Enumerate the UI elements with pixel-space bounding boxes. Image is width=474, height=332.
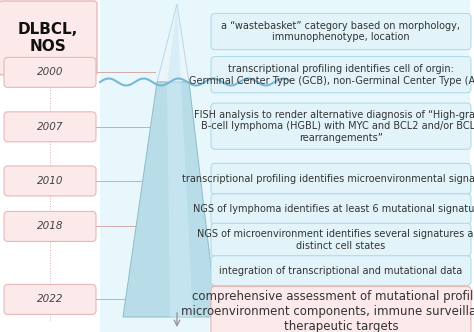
- FancyBboxPatch shape: [4, 211, 96, 241]
- Text: comprehensive assessment of mutational profiles,
microenvironment components, im: comprehensive assessment of mutational p…: [181, 290, 474, 332]
- Text: integration of transcriptional and mutational data: integration of transcriptional and mutat…: [219, 266, 463, 276]
- Text: 2018: 2018: [37, 221, 63, 231]
- FancyBboxPatch shape: [4, 166, 96, 196]
- Polygon shape: [157, 4, 189, 82]
- Text: NGS of microenvironment identifies several signatures and
distinct cell states: NGS of microenvironment identifies sever…: [197, 229, 474, 251]
- FancyBboxPatch shape: [4, 285, 96, 314]
- Text: FISH analysis to render alternative diagnosis of “High-grade
B-cell lymphoma (HG: FISH analysis to render alternative diag…: [194, 110, 474, 143]
- Text: 2010: 2010: [37, 176, 63, 186]
- Text: DLBCL,
NOS: DLBCL, NOS: [18, 22, 78, 54]
- FancyBboxPatch shape: [4, 112, 96, 142]
- FancyBboxPatch shape: [211, 194, 471, 224]
- FancyBboxPatch shape: [100, 0, 470, 332]
- Text: 2007: 2007: [37, 122, 63, 132]
- Text: transcriptional profiling identifies microenvironmental signatures: transcriptional profiling identifies mic…: [182, 174, 474, 184]
- FancyBboxPatch shape: [211, 256, 471, 286]
- FancyBboxPatch shape: [0, 1, 97, 75]
- FancyBboxPatch shape: [211, 56, 471, 93]
- FancyBboxPatch shape: [211, 163, 471, 194]
- Text: transcriptional profiling identifies cell of orgin:
Germinal Center Type (GCB), : transcriptional profiling identifies cel…: [190, 64, 474, 86]
- Text: 2000: 2000: [37, 67, 63, 77]
- FancyBboxPatch shape: [211, 223, 471, 256]
- FancyBboxPatch shape: [211, 103, 471, 149]
- Text: 2022: 2022: [37, 294, 63, 304]
- FancyBboxPatch shape: [211, 13, 471, 50]
- Polygon shape: [167, 4, 193, 317]
- FancyBboxPatch shape: [211, 287, 471, 332]
- Polygon shape: [123, 82, 217, 317]
- FancyBboxPatch shape: [4, 57, 96, 87]
- Text: a “wastebasket” category based on morphology,
immunophenotype, location: a “wastebasket” category based on morpho…: [221, 21, 461, 42]
- Text: NGS of lymphoma identifies at least 6 mutational signatures: NGS of lymphoma identifies at least 6 mu…: [193, 204, 474, 214]
